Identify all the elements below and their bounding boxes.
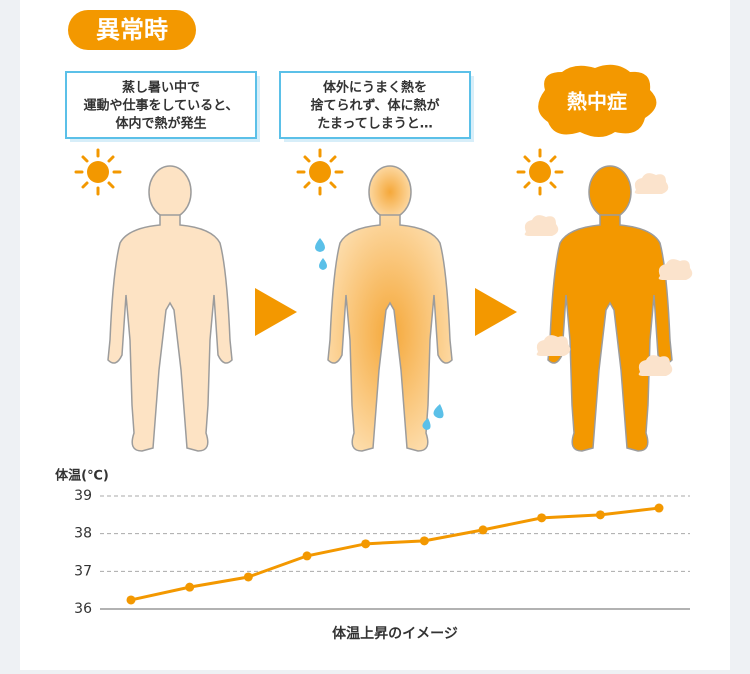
bubble (279, 71, 474, 142)
x-axis-label: 体温上昇のイメージ (332, 625, 458, 642)
point (302, 551, 312, 561)
badge: 異常時 (96, 16, 168, 44)
point (419, 536, 429, 546)
y-tick-label: 39 (74, 488, 92, 504)
y-axis-label: 体温(℃) (55, 468, 109, 484)
point (243, 572, 253, 582)
point (185, 582, 195, 592)
point (478, 525, 488, 535)
arrow (475, 288, 517, 336)
bubble-text: たまってしまうと… (317, 117, 432, 132)
cloud (538, 64, 657, 137)
bubble-text: 体外にうまく熱を (323, 80, 427, 96)
point (537, 513, 547, 523)
point (654, 503, 664, 513)
bubble (65, 71, 260, 142)
line (130, 506, 660, 602)
bubble-text: 体内で熱が発生 (115, 116, 206, 132)
bubble-text: 蒸し暑い中で (122, 80, 200, 96)
point (126, 595, 136, 605)
badge-bg (68, 10, 196, 50)
cloud-label: 熱中症 (567, 90, 627, 114)
point (595, 510, 605, 520)
y-tick-label: 36 (74, 601, 92, 617)
y-tick-label: 37 (74, 563, 92, 579)
arrow (255, 288, 297, 336)
y-tick-label: 38 (74, 526, 92, 542)
bubble-text: 捨てられず、体に熱が (310, 98, 439, 114)
point (361, 539, 371, 549)
bubble-text: 運動や仕事をしていると、 (83, 98, 238, 114)
